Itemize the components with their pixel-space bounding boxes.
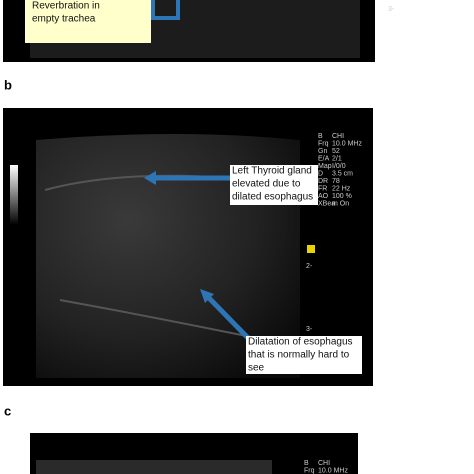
setting-value: 10.0 MHz [332, 140, 362, 147]
annotation-text: Dilatation of esophagus [248, 337, 353, 348]
gray-scale-bar [10, 165, 18, 225]
setting-value: 100 % [332, 193, 352, 200]
setting-value: CHI [332, 133, 344, 140]
annotation-text: that is normally hard to [248, 350, 350, 361]
setting-name: B [318, 133, 323, 140]
depth-mark: 2- [306, 263, 313, 270]
annotation-box [246, 336, 362, 374]
setting-value: 22 Hz [332, 185, 351, 192]
focus-marker [307, 245, 315, 253]
annotation-text: Reverbration in [32, 1, 100, 12]
annotation-arrow [206, 295, 252, 342]
annotation-box [25, 0, 151, 43]
arrow-head [200, 289, 214, 303]
setting-name: Gn [318, 148, 327, 155]
setting-value: 52 [332, 148, 340, 155]
setting-name: E/A [318, 155, 330, 162]
setting-name: DR [318, 178, 328, 185]
panel-label: c [4, 403, 11, 418]
setting-name: Frq [318, 140, 329, 147]
annotation-arrow [151, 0, 180, 20]
setting-value: CHI [318, 460, 330, 467]
annotation-box [230, 165, 318, 205]
setting-value: I/0/0 [332, 163, 346, 170]
setting-name: AO [318, 193, 329, 200]
setting-value: m On [332, 200, 349, 207]
annotation-text: dilated esophagus [232, 192, 313, 203]
setting-name: Frq [304, 467, 315, 474]
depth-mark: 3- [306, 326, 313, 333]
annotation-text: Left Thyroid gland [232, 166, 312, 177]
arrow-head [144, 171, 156, 185]
setting-value: 78 [332, 178, 340, 185]
annotation-text: see [248, 363, 265, 374]
annotation-text: empty trachea [32, 14, 96, 25]
setting-name: FR [318, 185, 327, 192]
annotation-text: elevated due to [232, 179, 301, 190]
setting-name: XBea [318, 200, 335, 207]
ultrasound-field-c [36, 460, 272, 474]
panel-label: b [4, 77, 12, 92]
setting-name: D [318, 170, 323, 177]
setting-value: 10.0 MHz [318, 467, 348, 474]
setting-value: 3.5 cm [332, 170, 353, 177]
setting-name: B [304, 460, 309, 467]
setting-name: Map [318, 163, 332, 170]
setting-value: 2/1 [332, 155, 342, 162]
depth-mark: 3- [388, 6, 395, 13]
